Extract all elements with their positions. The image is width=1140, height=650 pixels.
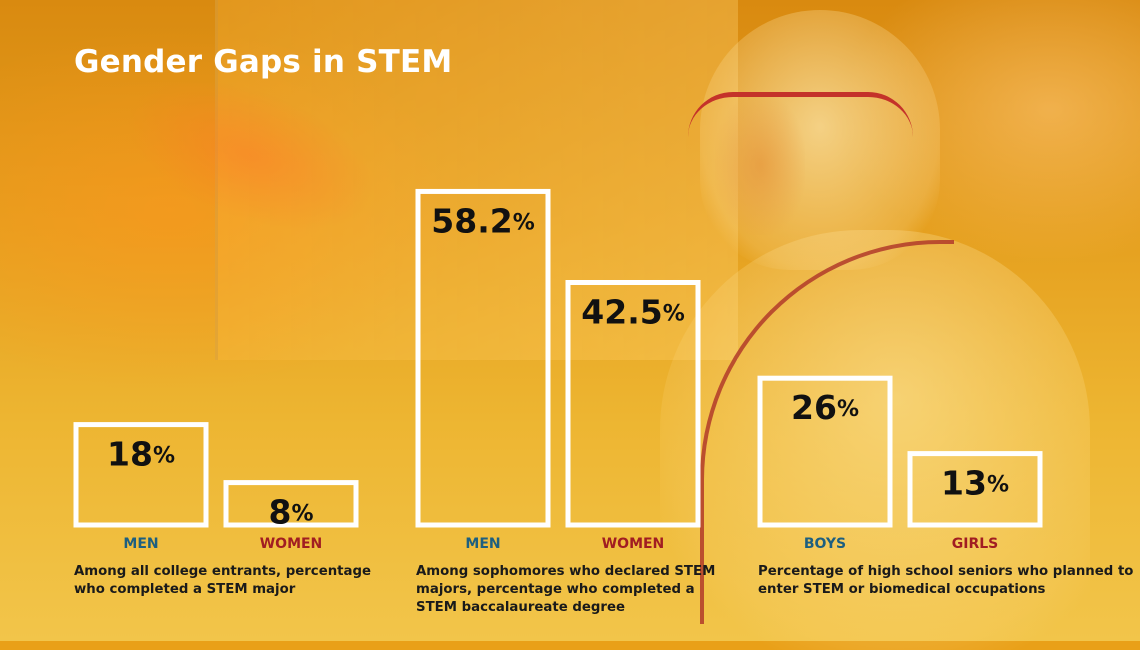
group-description: Among all college entrants, percentage w… xyxy=(74,564,372,597)
bar-women-2 xyxy=(565,280,701,528)
lab-window-decoration xyxy=(215,0,738,360)
bar-value-label: 18% xyxy=(107,435,175,474)
group-description: Among sophomores who declared STEM major… xyxy=(416,564,716,615)
bar-value-label: 13% xyxy=(941,464,1009,503)
category-label: WOMEN xyxy=(259,536,323,552)
bar-girls-3 xyxy=(907,451,1043,528)
group-description: Percentage of high school seniors who pl… xyxy=(758,564,1134,597)
bar-value-label: 58.2% xyxy=(431,201,534,240)
bar-women-1 xyxy=(223,480,359,528)
bar-boys-3 xyxy=(757,375,893,528)
bar-value-label: 42.5% xyxy=(581,293,684,332)
category-label: MEN xyxy=(465,536,501,552)
bar-men-1 xyxy=(73,422,209,528)
goggles-decoration xyxy=(688,92,913,137)
chart-title: Gender Gaps in STEM xyxy=(74,44,453,80)
bar-value-label: 26% xyxy=(791,388,859,427)
category-label: MEN xyxy=(123,536,159,552)
category-label: BOYS xyxy=(803,536,847,552)
bar-men-2 xyxy=(415,188,551,528)
category-label: WOMEN xyxy=(601,536,665,552)
bar-value-label: 8% xyxy=(268,493,313,532)
category-label: GIRLS xyxy=(951,536,999,552)
